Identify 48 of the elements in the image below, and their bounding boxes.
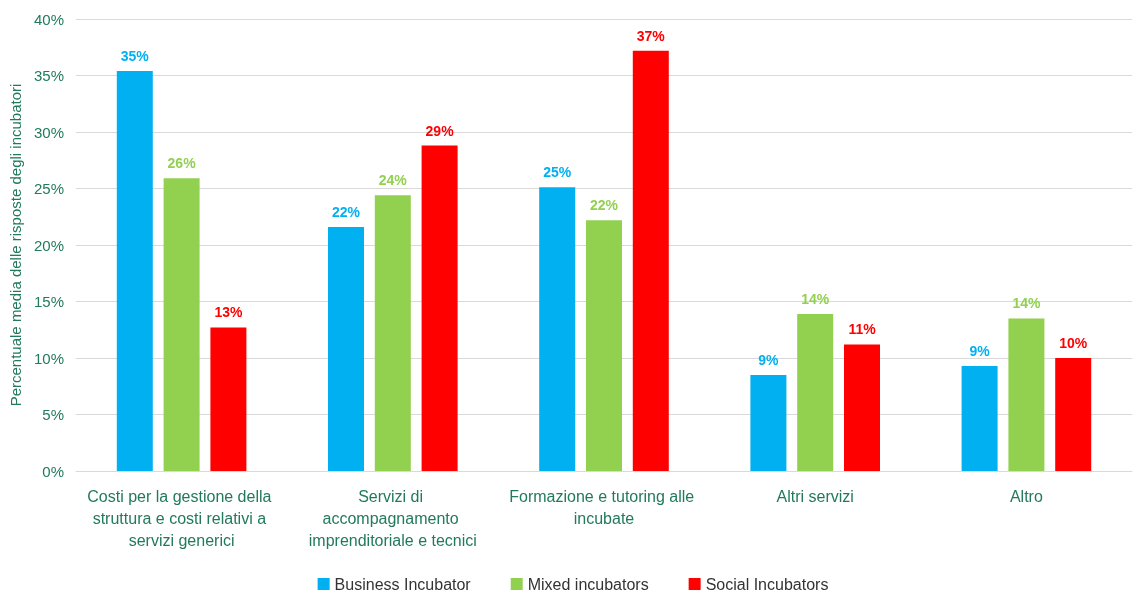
y-tick-label: 5% <box>42 406 64 423</box>
data-label: 29% <box>425 122 455 139</box>
x-tick-label: Formazione e tutoring alle incubate <box>509 487 699 527</box>
x-tick-label: Servizi di accompagnamento imprenditoriale e tecnici <box>308 487 477 549</box>
bar <box>328 226 364 471</box>
y-tick-label: 40% <box>33 10 64 28</box>
data-label: 13% <box>214 304 243 321</box>
bar <box>421 145 458 471</box>
bar <box>797 313 834 471</box>
bar <box>374 195 411 471</box>
data-label: 9% <box>758 351 780 368</box>
x-tick-label: Altri servizi <box>776 487 854 505</box>
data-label: 11% <box>848 321 877 338</box>
y-tick-label: 20% <box>33 236 64 254</box>
y-tick-label: 15% <box>33 293 64 310</box>
x-tick-label: Costi per la gestione della struttura e costi relativi a servizi generici <box>87 487 276 549</box>
y-tick-label: 0% <box>42 462 64 480</box>
y-tick-label: 25% <box>33 180 64 197</box>
bar <box>632 50 669 471</box>
data-label: 35% <box>120 47 150 64</box>
bar <box>1008 318 1045 471</box>
x-tick-label: Altro <box>1009 487 1043 505</box>
bar <box>750 374 787 471</box>
data-label: 24% <box>378 172 408 189</box>
data-label: 9% <box>969 342 991 359</box>
legend-label: Business Incubator <box>334 575 472 593</box>
bar <box>844 344 880 471</box>
data-label: 37% <box>636 27 666 44</box>
y-axis-title: Percentuale media delle risposte degli incubatori <box>7 83 25 407</box>
y-tick-label: 30% <box>33 123 64 141</box>
bar <box>210 327 247 471</box>
data-label: 25% <box>543 164 572 181</box>
data-label: 14% <box>1012 295 1041 312</box>
data-label: 26% <box>167 155 197 172</box>
bar <box>163 178 200 471</box>
bar <box>539 187 576 471</box>
y-tick-label: 10% <box>33 349 64 367</box>
data-label: 14% <box>801 290 830 307</box>
bar <box>116 70 153 471</box>
data-label: 22% <box>331 203 361 220</box>
data-label: 10% <box>1059 335 1088 351</box>
bar <box>961 365 998 471</box>
bar <box>586 220 622 471</box>
y-tick-label: 35% <box>33 67 64 84</box>
legend-label: Social Incubators <box>705 575 829 593</box>
legend-label: Mixed incubators <box>527 575 649 593</box>
data-label: 22% <box>589 197 619 214</box>
bar <box>1055 358 1092 471</box>
